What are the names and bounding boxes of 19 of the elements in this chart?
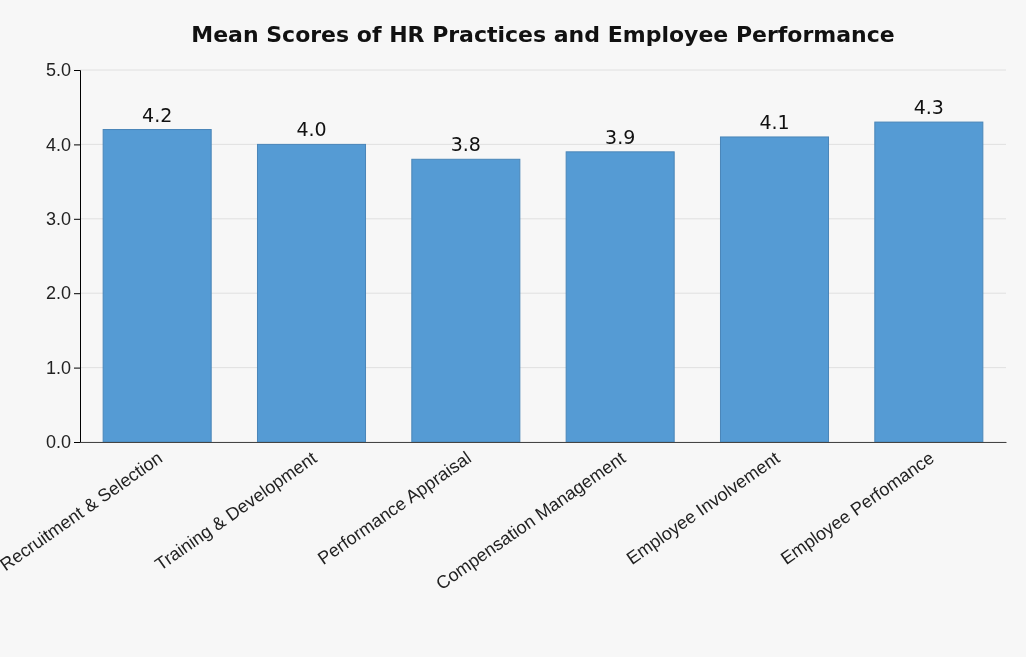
y-tick-label: 0.0 <box>45 432 71 453</box>
data-label: 4.1 <box>759 110 790 133</box>
data-label: 4.2 <box>142 103 173 126</box>
bar <box>874 121 984 443</box>
data-label: 4.3 <box>913 96 944 119</box>
data-label: 3.8 <box>450 133 481 156</box>
bar <box>411 158 521 443</box>
data-label: 3.9 <box>605 125 636 148</box>
data-label: 4.0 <box>296 118 327 141</box>
y-tick-label: 2.0 <box>45 283 71 304</box>
bar <box>256 143 367 443</box>
y-tick-label: 1.0 <box>45 357 71 378</box>
bar <box>565 151 675 443</box>
y-tick-label: 4.0 <box>45 134 71 155</box>
bar <box>719 136 830 443</box>
y-tick-label: 3.0 <box>45 209 71 230</box>
bar <box>102 129 212 443</box>
chart-title: Mean Scores of HR Practices and Employee Performance <box>191 22 895 47</box>
y-tick-label: 5.0 <box>45 60 71 81</box>
